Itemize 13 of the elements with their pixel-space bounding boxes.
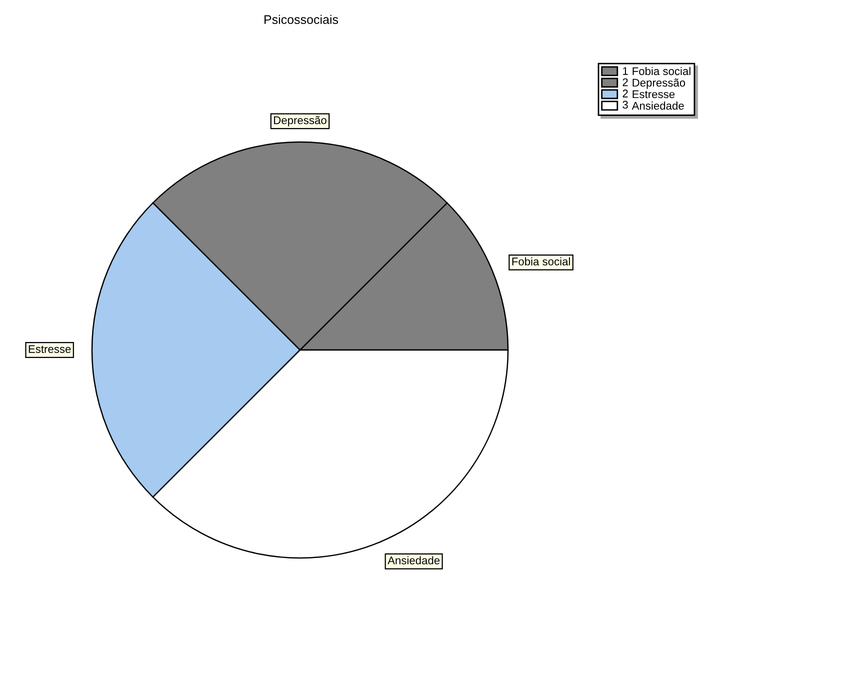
data-label: 2 <box>622 78 628 86</box>
slice-label: Fobia social <box>512 257 570 266</box>
slice-label: Depressão <box>274 116 326 126</box>
slice-label: Estresse <box>28 345 71 353</box>
slice-label: Ansiedade <box>388 556 440 564</box>
data-label: 3 <box>622 100 628 109</box>
legend-label: Depressão <box>632 78 686 89</box>
legend-label: Ansiedade <box>632 102 684 110</box>
legend-label: Estresse <box>632 90 675 98</box>
data-label: 2 <box>622 90 628 98</box>
legend-label: Fobia social <box>632 66 690 76</box>
data-label: 1 <box>623 67 628 75</box>
chart-title: Psicossociais <box>264 14 338 24</box>
